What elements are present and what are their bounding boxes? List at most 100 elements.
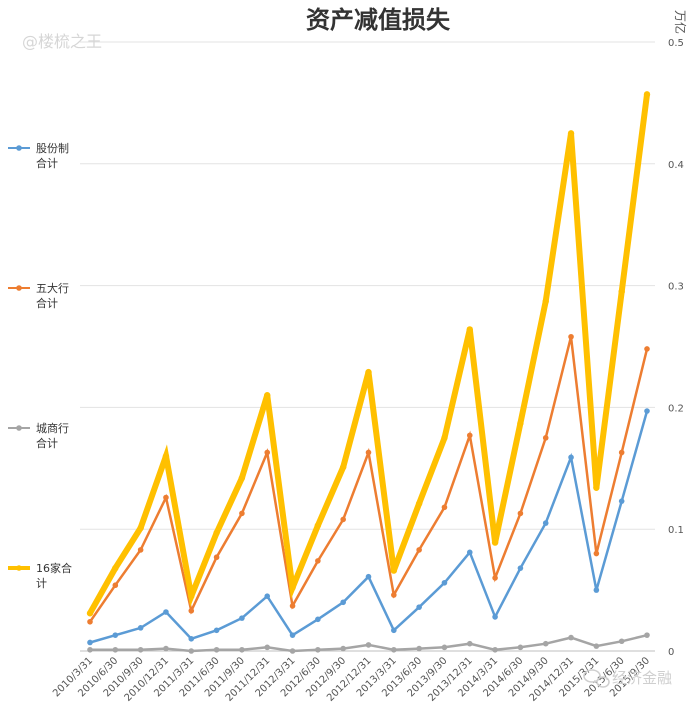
data-point [618, 498, 625, 504]
data-point [618, 638, 625, 645]
legend-marker [16, 145, 22, 151]
data-point [137, 547, 144, 553]
data-point [466, 326, 473, 333]
data-point [593, 550, 600, 557]
legend-marker [16, 425, 22, 431]
data-point [517, 565, 524, 571]
data-point [568, 454, 574, 461]
data-point [112, 582, 119, 589]
wechat-icon [583, 669, 610, 688]
y-tick-label: 0.1 [668, 525, 684, 536]
data-point [492, 575, 498, 581]
watermark-top-left: @楼梳之王 [22, 32, 102, 51]
legend-label: 股份制 [36, 142, 69, 155]
y-tick-label: 0.4 [668, 160, 684, 171]
data-point [416, 645, 422, 652]
data-point [593, 643, 600, 649]
data-point [567, 130, 575, 137]
data-point [391, 646, 397, 653]
data-point [264, 593, 271, 599]
series-group [86, 91, 651, 654]
data-point [137, 646, 144, 653]
data-point [87, 646, 93, 653]
data-point [593, 484, 600, 491]
chart-title: 资产减值损失 [306, 5, 451, 34]
legend-label: 城商行 [36, 421, 69, 435]
data-point [289, 632, 296, 638]
data-point [137, 625, 144, 631]
data-point [239, 615, 245, 621]
data-point [112, 564, 119, 572]
data-point [644, 408, 650, 414]
data-point [466, 640, 473, 647]
legend-label: 合计 [36, 296, 58, 310]
data-point [86, 610, 94, 617]
data-point [517, 510, 524, 517]
data-point [163, 494, 169, 501]
data-point [315, 616, 321, 623]
data-point [618, 449, 625, 456]
series-1 [87, 333, 650, 625]
data-point [365, 573, 372, 580]
data-point [163, 645, 169, 652]
data-point [264, 449, 271, 456]
data-point [137, 524, 144, 532]
data-point [643, 91, 651, 98]
legend-label: 16家合 [36, 561, 72, 575]
data-point [365, 449, 372, 456]
series-0 [87, 408, 650, 646]
data-point [162, 452, 170, 460]
data-point [340, 645, 346, 652]
y-tick-label: 0.3 [668, 282, 684, 293]
data-point [188, 592, 195, 600]
data-point [492, 614, 498, 620]
data-point [365, 368, 372, 376]
data-point [163, 609, 169, 615]
data-point [644, 632, 650, 638]
data-point [542, 435, 549, 441]
data-point [492, 646, 498, 653]
watermark-bottom-right: 经济金融 [612, 669, 672, 687]
data-point [365, 642, 372, 648]
y-tick-label: 0.2 [668, 403, 684, 414]
data-point [112, 632, 119, 638]
data-point [391, 627, 397, 634]
data-point [239, 510, 245, 517]
data-point [188, 648, 195, 654]
data-point [441, 504, 448, 511]
legend-label: 五大行 [36, 281, 69, 295]
y-axis-unit: 万亿 [673, 10, 688, 34]
data-point [339, 463, 347, 471]
gridlines [80, 41, 655, 652]
data-point [618, 288, 625, 295]
legend-label: 合计 [36, 436, 58, 450]
data-point [213, 627, 220, 634]
y-tick-label: 0 [668, 647, 674, 658]
legend-marker [16, 285, 22, 291]
data-point [188, 608, 195, 614]
data-point [593, 587, 600, 593]
data-point [441, 579, 448, 586]
data-point [542, 298, 549, 305]
data-point [391, 592, 397, 598]
data-point [238, 474, 246, 482]
data-point [289, 648, 296, 654]
data-point [441, 434, 448, 442]
data-point [315, 558, 321, 564]
data-point [340, 516, 346, 523]
data-point [213, 646, 220, 653]
data-point [239, 646, 245, 653]
data-point [466, 432, 473, 439]
data-point [289, 584, 296, 591]
data-point [87, 618, 93, 625]
data-point [390, 567, 398, 574]
data-point [542, 640, 549, 647]
data-point [568, 634, 574, 641]
data-point [441, 644, 448, 651]
